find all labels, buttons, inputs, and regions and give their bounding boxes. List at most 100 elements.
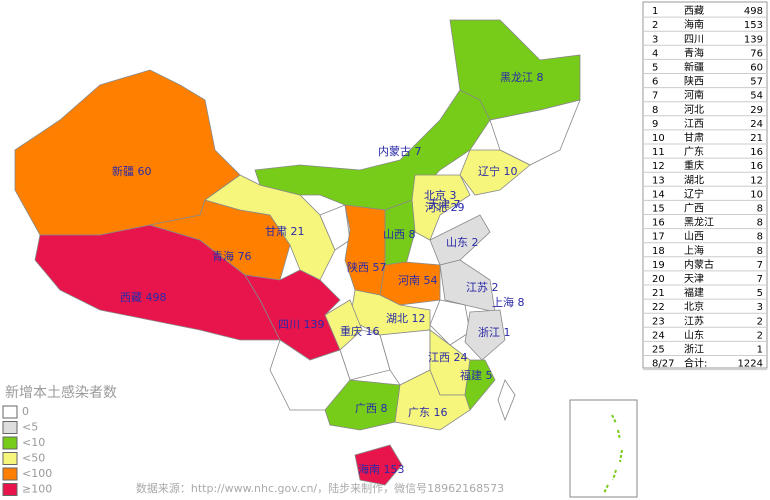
region-value: 2 [492,281,499,294]
cell: 陕西 [684,75,704,88]
region-name: 海南 [358,462,380,476]
cell: 8 [757,203,763,214]
region-name: 广东 [408,406,430,419]
province [429,214,491,266]
region-name: 黑龙江 [500,71,533,84]
cell: 8/27 [652,359,674,370]
region-name: 福建 [460,368,482,382]
cell: 16 [652,218,665,229]
province [394,369,471,431]
province [497,379,516,422]
province [354,444,403,486]
cell: 19 [652,260,665,271]
legend-swatch [2,436,18,450]
region-name: 天津 [428,198,450,211]
cell: 8 [757,218,763,229]
province [464,309,506,361]
region-value: 139 [304,318,325,331]
region-name: 四川 [278,318,300,331]
cell: 2 [652,20,658,31]
region-name: 辽宁 [478,164,500,178]
cell: 1224 [738,359,763,370]
region-value: 8 [409,228,416,241]
cell: 2 [757,316,763,327]
region-value: 57 [373,261,387,274]
cell: 1 [757,344,763,355]
cell: 20 [652,274,665,285]
region-value: 12 [412,312,426,325]
region-name: 青海 [212,249,234,263]
cell: 黑龙江 [684,216,714,229]
region-name: 河北 [425,201,447,214]
legend-label: <5 [22,421,38,434]
legend-swatch [2,421,18,434]
region-name: 新疆 [112,164,134,178]
region-name: 江苏 [466,281,488,294]
cell: 13 [652,175,665,186]
region-value: 8 [537,71,544,84]
province [244,269,341,361]
cell: 12 [750,175,763,186]
region-name: 重庆 [340,324,362,338]
cell: 24 [652,330,665,341]
region-value: 153 [384,463,405,476]
cell: 7 [757,260,763,271]
cell: 5 [757,288,763,299]
map-label: 黑龙江 8 [500,71,544,84]
region-name: 浙江 [478,326,500,339]
region-value: 16 [434,406,448,419]
region-name: 上海 [492,295,514,309]
cell: 上海 [684,244,704,257]
map-label: 辽宁 10 [478,164,518,178]
cell: 16 [750,147,763,158]
region-name: 陕西 [347,260,369,274]
province [204,174,336,281]
cell: 3 [757,302,763,313]
cell: 江苏 [684,314,704,327]
cell: 153 [744,20,763,31]
cell: 广东 [684,145,704,158]
map-label: 湖北 12 [386,312,426,325]
map-label: 河南 54 [398,274,438,287]
cell: 15 [652,203,665,214]
cell: 18 [652,246,665,257]
map-label: 新疆 60 [112,164,152,178]
region-value: 10 [504,165,518,178]
region-name: 西藏 [120,291,142,304]
cell: 北京 [684,300,704,313]
map-label: 山西 8 [383,228,416,241]
cell: 河南 [684,89,704,102]
region-name: 内蒙古 [378,144,411,158]
legend-swatch [2,452,18,465]
map-label: 天津 7 [428,198,461,211]
region-name: 广西 [355,402,377,415]
region-value: 7 [454,198,461,211]
cell: 29 [750,105,763,116]
cell: 浙江 [684,343,704,355]
region-value: 60 [138,165,152,178]
cell: 498 [744,6,763,17]
legend-swatch [2,467,18,481]
map-label: 浙江 1 [478,326,511,339]
cell: 重庆 [684,159,704,172]
region-value: 498 [146,291,167,304]
cell: 4 [652,48,658,59]
region-name: 湖北 [386,312,408,325]
cell: 2 [757,330,763,341]
province [429,299,471,346]
map-label: 上海 8 [492,295,525,309]
cell: 6 [652,77,658,88]
cell: 1 [652,6,658,17]
cell: 江西 [684,118,704,130]
cell: 7 [757,274,763,285]
map-label: 福建 5 [460,368,493,382]
map-label: 陕西 57 [347,260,387,274]
cell: 合计: [684,357,707,370]
region-value: 8 [518,296,525,309]
region-value: 24 [454,351,468,364]
cell: 8 [652,105,658,116]
legend-label: <50 [22,452,45,465]
cell: 10 [652,133,665,144]
cell: 天津 [684,273,704,285]
cell: 新疆 [684,60,704,73]
